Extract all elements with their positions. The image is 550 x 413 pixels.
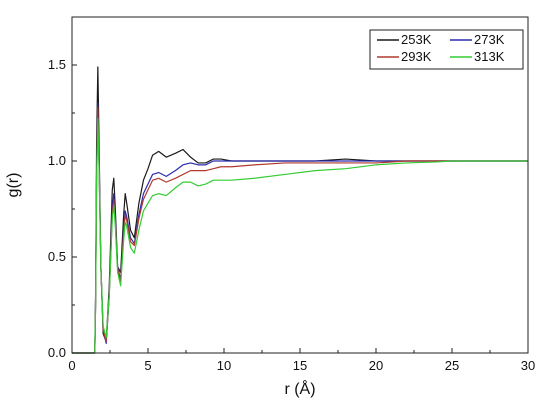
legend: 253K 273K 293K 313K: [369, 29, 524, 70]
legend-label-273K: 273K: [474, 32, 505, 47]
legend-label-313K: 313K: [474, 49, 505, 64]
y-tick-label: 0.0: [48, 345, 66, 360]
series-line-313K: [72, 118, 528, 354]
series-line-273K: [72, 102, 528, 354]
legend-label-253K: 253K: [401, 32, 432, 47]
x-tick-label: 0: [68, 358, 75, 373]
x-tick-label: 5: [144, 358, 151, 373]
y-tick-label: 1.5: [48, 57, 66, 72]
y-axis-title: g(r): [5, 173, 22, 198]
x-tick-label: 25: [445, 358, 459, 373]
legend-box: [369, 29, 524, 70]
legend-label-293K: 293K: [401, 49, 432, 64]
series-line-293K: [72, 106, 528, 354]
x-tick-label: 20: [369, 358, 383, 373]
y-tick-label: 1.0: [48, 153, 66, 168]
x-axis-title: r (Å): [284, 379, 315, 398]
y-tick-label: 0.5: [48, 249, 66, 264]
x-tick-label: 15: [293, 358, 307, 373]
x-tick-label: 30: [521, 358, 535, 373]
x-tick-label: 10: [217, 358, 231, 373]
